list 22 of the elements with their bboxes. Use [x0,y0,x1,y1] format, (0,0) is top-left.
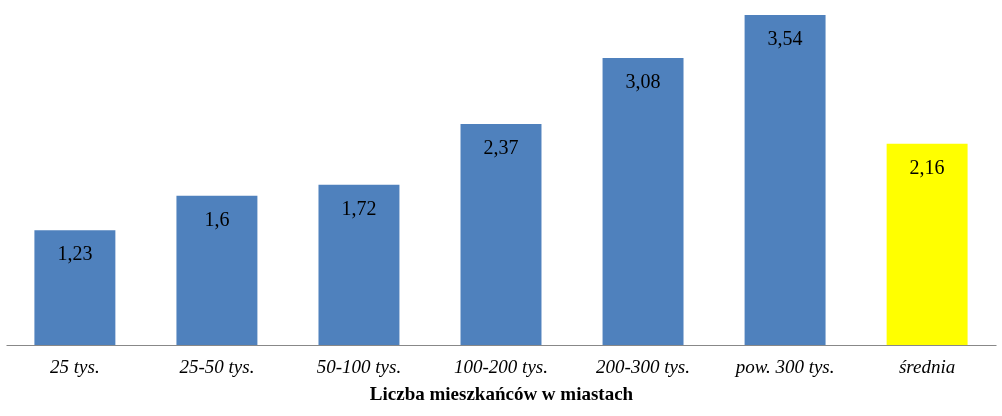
data-label: 1,72 [341,196,377,219]
data-label: 3,08 [625,69,661,92]
data-label: 3,54 [767,27,803,49]
x-tick-label: 25-50 tys. [179,355,255,377]
x-tick-label: 100-200 tys. [454,355,548,377]
x-tick-label: pow. 300 tys. [733,355,835,377]
x-tick-label: 200-300 tys. [596,355,691,377]
bar [34,230,116,345]
bar [602,57,684,345]
x-tick-label: 50-100 tys. [316,355,402,377]
data-label: 2,37 [483,136,519,159]
x-tick-label: średnia [898,355,956,377]
bar [460,124,542,345]
x-tick-label: 25 tys. [50,355,100,377]
bar [176,195,258,345]
x-axis-title: Liczba mieszkańców w miastach [369,382,634,404]
data-label: 1,23 [57,242,93,265]
bar [744,15,826,345]
data-label: 2,16 [909,155,945,178]
bar [318,184,400,345]
data-label: 1,6 [204,207,230,230]
bar [886,143,968,345]
